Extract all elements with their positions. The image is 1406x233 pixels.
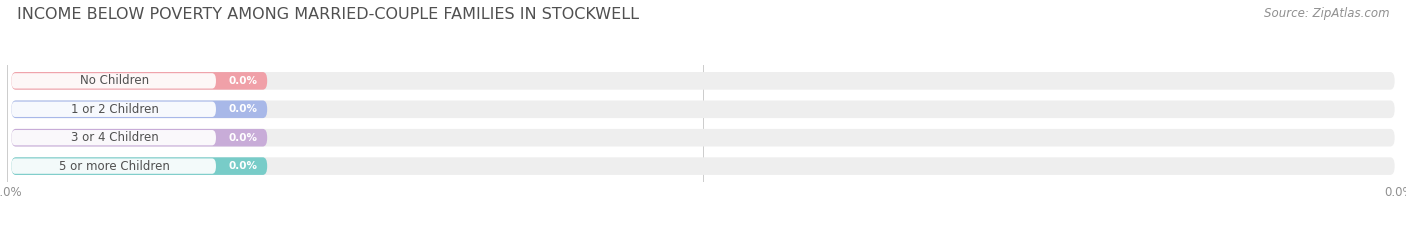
- FancyBboxPatch shape: [11, 130, 217, 145]
- FancyBboxPatch shape: [11, 100, 267, 118]
- Text: 0.0%: 0.0%: [229, 76, 257, 86]
- Text: 1 or 2 Children: 1 or 2 Children: [70, 103, 159, 116]
- FancyBboxPatch shape: [11, 129, 1395, 147]
- FancyBboxPatch shape: [11, 72, 1395, 90]
- Text: 5 or more Children: 5 or more Children: [59, 160, 170, 173]
- FancyBboxPatch shape: [11, 129, 267, 147]
- Text: INCOME BELOW POVERTY AMONG MARRIED-COUPLE FAMILIES IN STOCKWELL: INCOME BELOW POVERTY AMONG MARRIED-COUPL…: [17, 7, 638, 22]
- Text: Source: ZipAtlas.com: Source: ZipAtlas.com: [1264, 7, 1389, 20]
- FancyBboxPatch shape: [11, 100, 1395, 118]
- Text: No Children: No Children: [80, 74, 149, 87]
- FancyBboxPatch shape: [11, 157, 1395, 175]
- FancyBboxPatch shape: [11, 157, 267, 175]
- Text: 0.0%: 0.0%: [229, 133, 257, 143]
- FancyBboxPatch shape: [11, 102, 217, 117]
- Text: 3 or 4 Children: 3 or 4 Children: [70, 131, 159, 144]
- FancyBboxPatch shape: [11, 73, 217, 89]
- Text: 0.0%: 0.0%: [229, 104, 257, 114]
- FancyBboxPatch shape: [11, 158, 217, 174]
- FancyBboxPatch shape: [11, 72, 267, 90]
- Text: 0.0%: 0.0%: [229, 161, 257, 171]
